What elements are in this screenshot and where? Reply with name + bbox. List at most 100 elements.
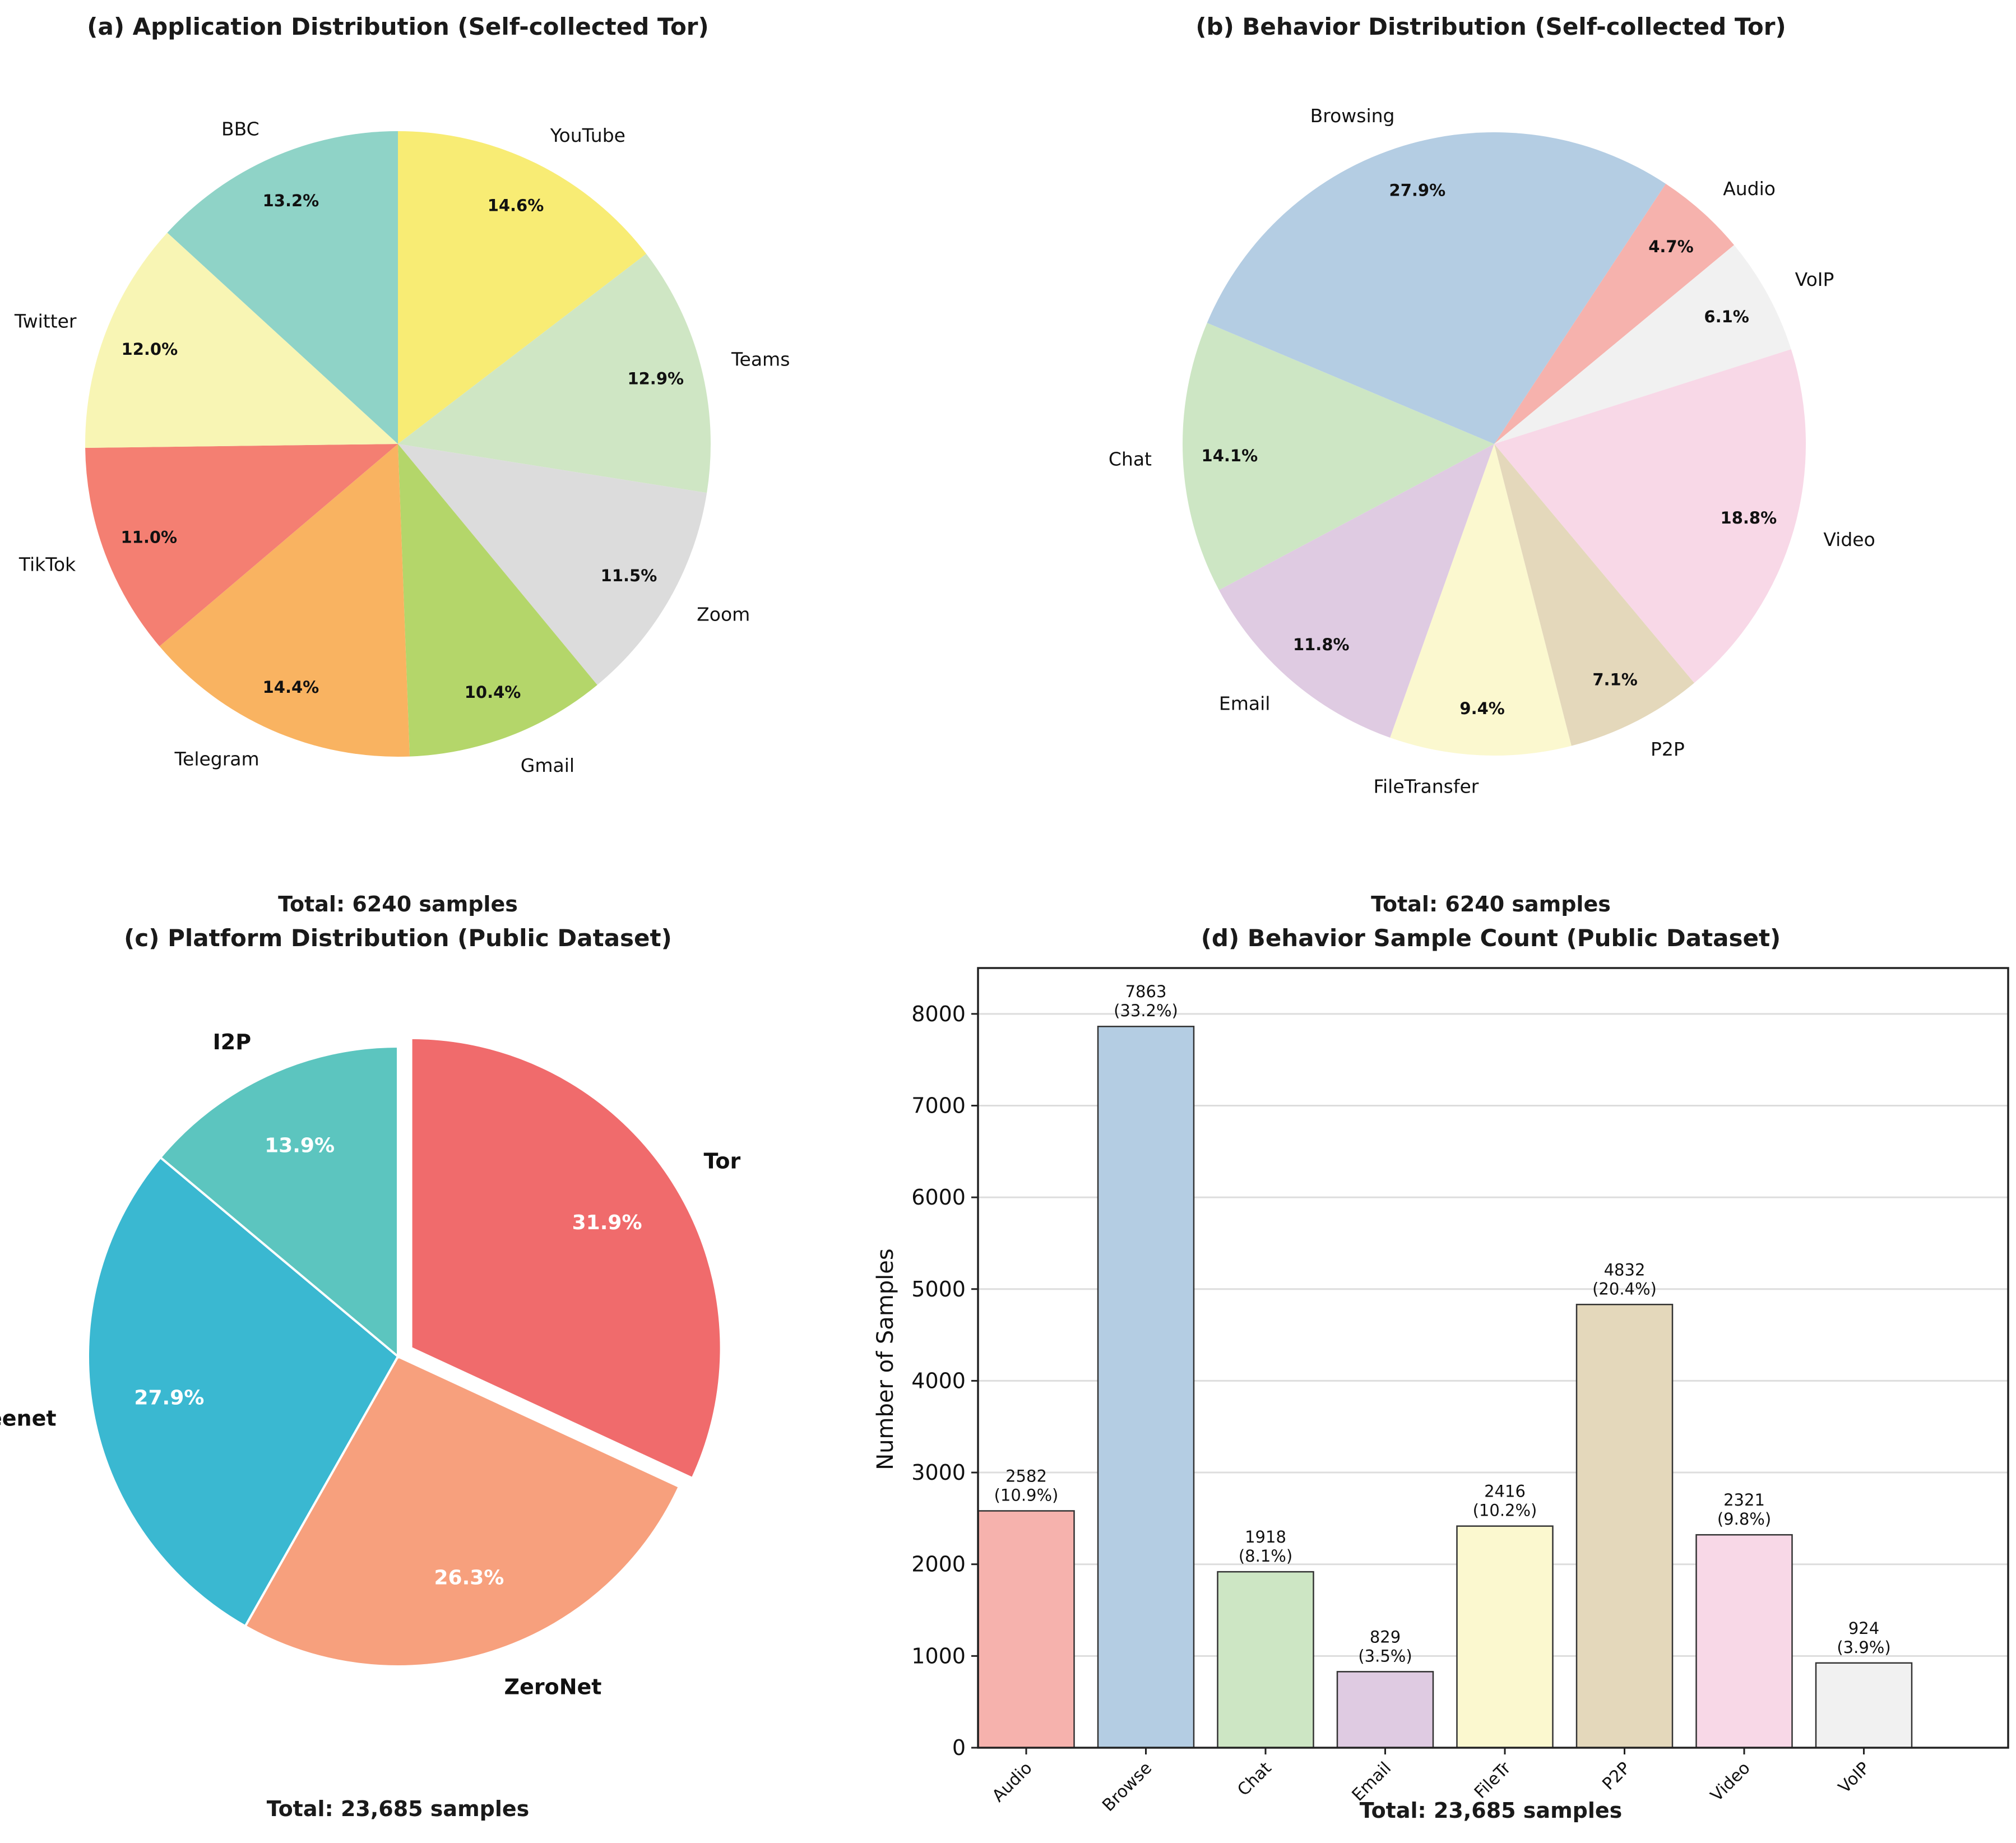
bar-value-browse: 7863 bbox=[1125, 982, 1167, 1001]
bar-video bbox=[1695, 1534, 1793, 1749]
panel-b-slice-value-filetransfer: 9.4% bbox=[1459, 699, 1504, 718]
bar-chat bbox=[1217, 1571, 1314, 1749]
y-tick-label-1000: 1000 bbox=[911, 1643, 966, 1668]
panel-a-slice-tiktok bbox=[85, 444, 398, 647]
panel-b-slice-browsing bbox=[1207, 132, 1666, 444]
bar-browse bbox=[1097, 1025, 1195, 1749]
panel-a-slice-value-youtube: 14.6% bbox=[488, 196, 544, 215]
panel-c-slice-zeronet bbox=[243, 1355, 681, 1668]
bar-email bbox=[1336, 1671, 1434, 1749]
panel-b-slice-value-p2p: 7.1% bbox=[1592, 670, 1637, 689]
panel-a-label-twitter: Twitter bbox=[14, 311, 77, 332]
panel-a-label-gmail: Gmail bbox=[521, 754, 574, 776]
panel-b-slice-value-voip: 6.1% bbox=[1704, 307, 1749, 326]
panel-b-slice-value-chat: 14.1% bbox=[1202, 446, 1258, 465]
panel-b-label-video: Video bbox=[1823, 529, 1875, 550]
panel-a-slice-value-tiktok: 11.0% bbox=[121, 527, 177, 547]
bar-value-chat: 1918 bbox=[1245, 1527, 1286, 1546]
panel-d-bar-chart: 0100020003000400050006000700080002582(10… bbox=[911, 967, 2009, 1816]
bar-percent-email: (3.5%) bbox=[1358, 1646, 1412, 1665]
panel-d-title: (d) Behavior Sample Count (Public Datase… bbox=[1201, 924, 1781, 952]
panel-b-label-browsing: Browsing bbox=[1310, 105, 1395, 127]
bar-percent-filetr: (10.2%) bbox=[1473, 1501, 1537, 1520]
panel-a-slice-teams bbox=[398, 253, 711, 493]
panel-b: (b) Behavior Distribution (Self-collecte… bbox=[1109, 13, 1875, 916]
panel-a-label-zoom: Zoom bbox=[697, 604, 750, 626]
panel-d: (d) Behavior Sample Count (Public Datase… bbox=[873, 924, 2009, 1823]
panel-a-label-tiktok: TikTok bbox=[18, 554, 76, 576]
panel-a-slice-bbc bbox=[167, 131, 398, 444]
panel-a-slice-zoom bbox=[398, 444, 707, 685]
panel-b-label-audio: Audio bbox=[1723, 178, 1776, 200]
panel-c-slice-value-tor: 31.9% bbox=[572, 1211, 642, 1234]
panel-c-label-zeronet: ZeroNet bbox=[504, 1675, 602, 1700]
panel-a-slice-twitter bbox=[85, 233, 398, 448]
panel-b-label-email: Email bbox=[1219, 693, 1271, 715]
panel-c-label-freenet: Freenet bbox=[0, 1406, 57, 1430]
panel-b-slice-value-browsing: 27.9% bbox=[1389, 181, 1446, 200]
panel-b-slice-audio bbox=[1494, 183, 1735, 444]
panel-b-slice-chat bbox=[1183, 323, 1494, 590]
bar-filetr bbox=[1456, 1525, 1554, 1749]
bar-percent-audio: (10.9%) bbox=[994, 1485, 1059, 1504]
panel-b-slice-video bbox=[1494, 349, 1806, 683]
panel-c-label-i2p: I2P bbox=[213, 1030, 251, 1054]
panel-a: (a) Application Distribution (Self-colle… bbox=[14, 13, 790, 916]
panel-b-slice-filetransfer bbox=[1390, 444, 1572, 756]
bar-percent-p2p: (20.4%) bbox=[1592, 1279, 1657, 1298]
panel-d-ylabel: Number of Samples bbox=[873, 1248, 898, 1470]
y-tick-label-7000: 7000 bbox=[911, 1093, 966, 1118]
bar-value-email: 829 bbox=[1370, 1627, 1401, 1646]
panel-c-slice-value-freenet: 27.9% bbox=[134, 1386, 204, 1409]
panel-a-label-bbc: BBC bbox=[221, 118, 259, 140]
panel-a-total: Total: 6240 samples bbox=[278, 892, 518, 916]
panel-d-xlabel: Total: 23,685 samples bbox=[1360, 1798, 1623, 1823]
panel-c-label-tor: Tor bbox=[703, 1149, 740, 1173]
bar-value-p2p: 4832 bbox=[1604, 1260, 1646, 1279]
bar-value-video: 2321 bbox=[1723, 1490, 1765, 1509]
bar-value-audio: 2582 bbox=[1005, 1466, 1047, 1485]
plot-frame bbox=[977, 967, 2009, 1749]
bar-value-filetr: 2416 bbox=[1484, 1482, 1526, 1501]
panel-a-label-youtube: YouTube bbox=[550, 124, 625, 146]
panel-a-slice-value-bbc: 13.2% bbox=[263, 191, 319, 210]
panel-c-slice-value-zeronet: 26.3% bbox=[434, 1566, 504, 1589]
panel-c-slice-freenet bbox=[87, 1156, 400, 1628]
bar-percent-browse: (33.2%) bbox=[1114, 1001, 1178, 1020]
bar-percent-voip: (3.9%) bbox=[1837, 1638, 1890, 1657]
bar-voip bbox=[1815, 1662, 1913, 1749]
panel-a-slice-value-telegram: 14.4% bbox=[263, 678, 319, 697]
bar-audio bbox=[977, 1510, 1075, 1749]
panel-b-label-p2p: P2P bbox=[1651, 738, 1685, 760]
panel-b-label-filetransfer: FileTransfer bbox=[1373, 775, 1479, 797]
panel-c-slice-i2p bbox=[159, 1045, 399, 1359]
panel-a-label-teams: Teams bbox=[731, 349, 790, 371]
bar-percent-chat: (8.1%) bbox=[1239, 1546, 1292, 1566]
y-tick-label-6000: 6000 bbox=[911, 1185, 966, 1210]
panel-b-label-voip: VoIP bbox=[1795, 268, 1834, 290]
panel-b-slice-email bbox=[1218, 444, 1494, 738]
panel-b-slice-p2p bbox=[1494, 444, 1694, 746]
panel-c-slice-tor bbox=[410, 1036, 722, 1480]
panel-a-pie: 14.6% YouTube 12.9% Teams 11.5% Zoom 10.4% Gmai… bbox=[14, 118, 790, 776]
panel-b-slice-value-email: 11.8% bbox=[1293, 635, 1350, 654]
panel-b-slice-value-video: 18.8% bbox=[1721, 508, 1777, 527]
panel-a-slice-value-twitter: 12.0% bbox=[122, 340, 178, 359]
y-tick-label-0: 0 bbox=[952, 1735, 966, 1760]
y-tick-label-4000: 4000 bbox=[911, 1368, 966, 1393]
panel-a-slice-youtube bbox=[398, 131, 647, 444]
panel-a-slice-value-gmail: 10.4% bbox=[465, 683, 521, 702]
y-tick-label-2000: 2000 bbox=[911, 1552, 966, 1577]
panel-c-total: Total: 23,685 samples bbox=[267, 1796, 530, 1821]
panel-c-slice-value-i2p: 13.9% bbox=[265, 1134, 335, 1157]
y-tick-label-5000: 5000 bbox=[911, 1277, 966, 1302]
panel-a-label-telegram: Telegram bbox=[174, 748, 259, 770]
panel-b-label-chat: Chat bbox=[1109, 448, 1152, 470]
panel-a-slice-value-zoom: 11.5% bbox=[601, 566, 657, 585]
y-tick-label-8000: 8000 bbox=[911, 1002, 966, 1026]
panel-a-title: (a) Application Distribution (Self-colle… bbox=[87, 13, 708, 40]
panel-b-title: (b) Behavior Distribution (Self-collecte… bbox=[1195, 13, 1786, 40]
bar-percent-video: (9.8%) bbox=[1717, 1509, 1771, 1529]
bar-value-voip: 924 bbox=[1848, 1619, 1879, 1638]
